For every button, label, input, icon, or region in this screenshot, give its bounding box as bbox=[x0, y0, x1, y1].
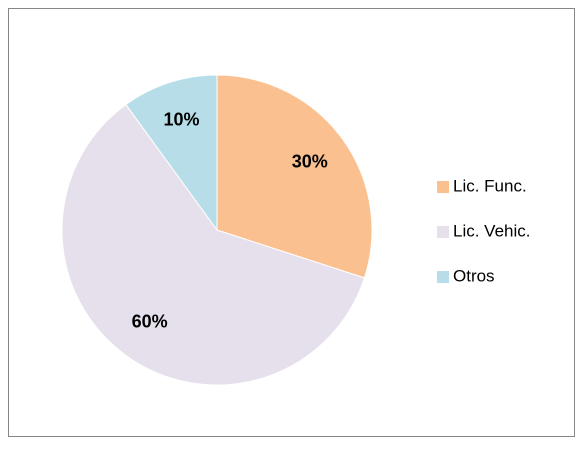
pie-slice bbox=[61, 103, 366, 386]
legend-swatch bbox=[437, 271, 449, 283]
slice-label: 10% bbox=[164, 110, 200, 130]
legend-label: Lic. Vehic. bbox=[453, 221, 531, 240]
legend-swatch bbox=[437, 181, 449, 193]
pie-slice bbox=[216, 74, 373, 279]
slice-label: 30% bbox=[292, 151, 328, 171]
pie-slice bbox=[125, 74, 218, 232]
legend-label: Lic. Func. bbox=[453, 176, 527, 195]
legend-swatch bbox=[437, 226, 449, 238]
slice-label: 60% bbox=[132, 312, 168, 332]
legend-label: Otros bbox=[453, 266, 495, 285]
